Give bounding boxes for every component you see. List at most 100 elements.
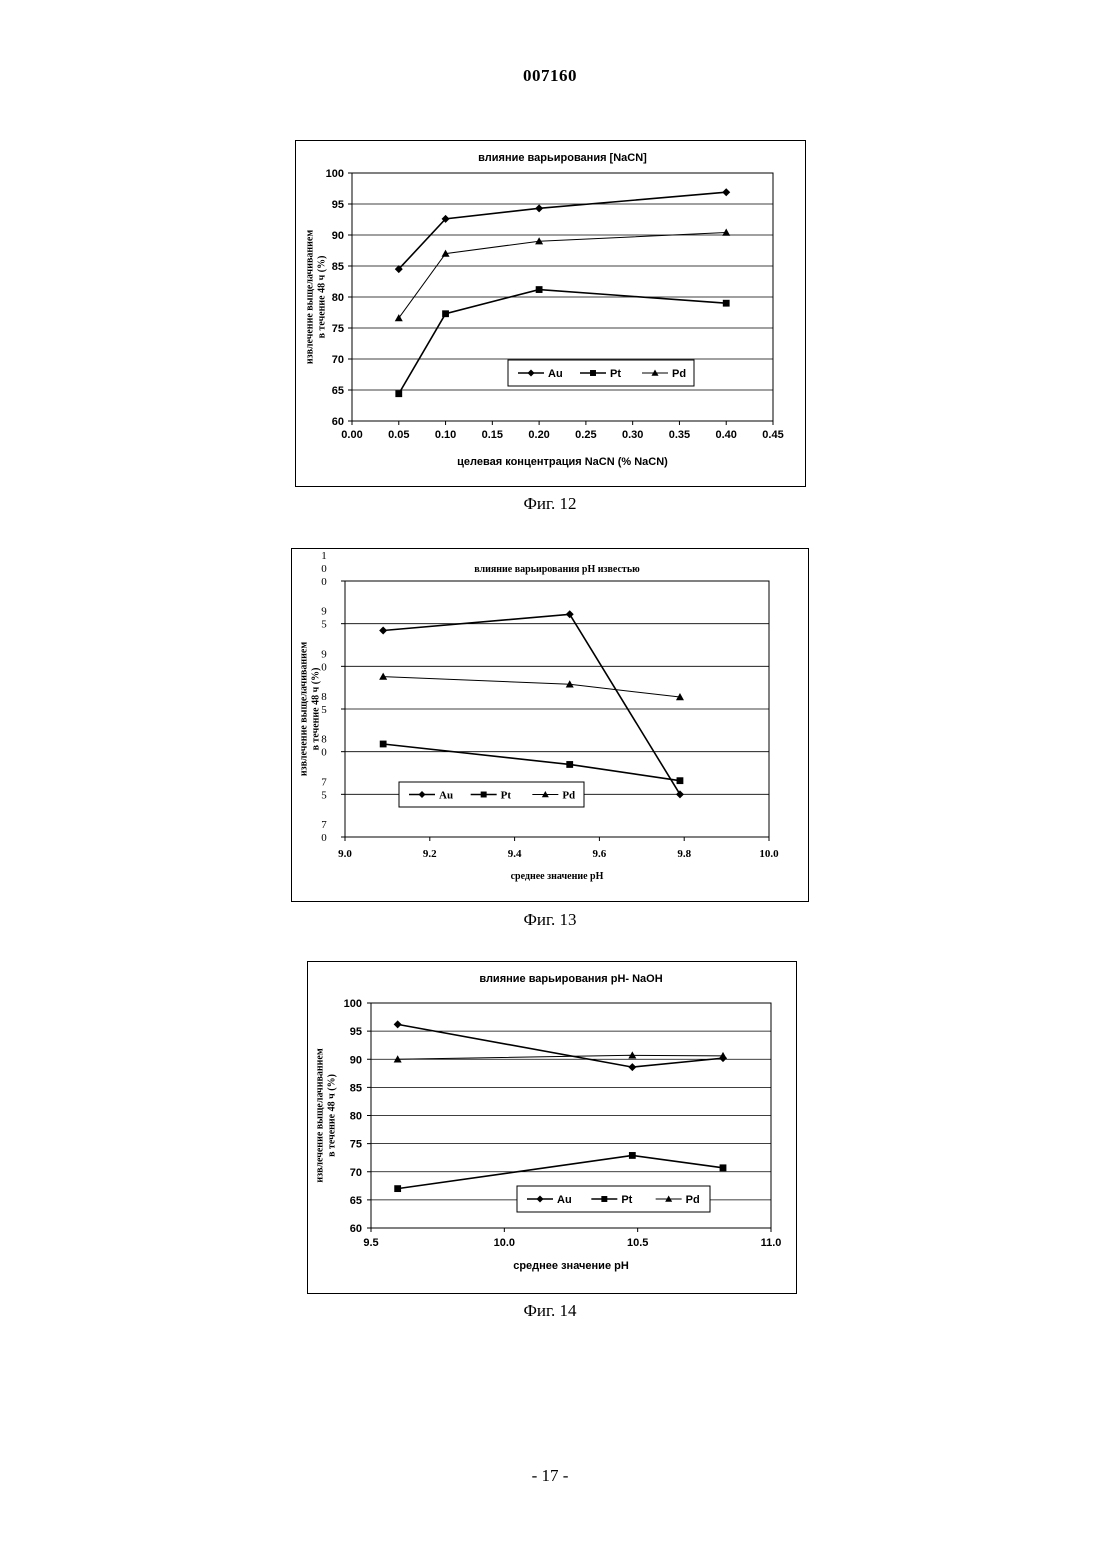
x-tick-label: 0.00	[341, 429, 362, 441]
data-point-pt	[394, 1185, 401, 1192]
y-tick-label: 65	[350, 1195, 362, 1207]
x-tick-label: 10.0	[759, 848, 779, 860]
legend-marker	[481, 792, 487, 798]
chart-title: влияние варьирования рН- NaOH	[479, 973, 662, 985]
x-tick-label: 9.4	[508, 848, 522, 860]
y-tick-label-part: 0	[321, 661, 327, 673]
data-point-au	[676, 790, 684, 798]
legend: AuPtPd	[399, 782, 584, 807]
chart-fig-12: влияние варьирования [NaCN]6065707580859…	[296, 141, 805, 486]
figure-caption-12: Фиг. 12	[0, 494, 1100, 514]
y-axis-label: в течение 48 ч (%)	[316, 256, 327, 339]
legend-label: Pt	[610, 368, 621, 380]
x-axis-label: целевая концентрация NaCN (% NaCN)	[457, 456, 668, 468]
x-tick-label: 0.10	[435, 429, 456, 441]
y-tick-label: 75	[350, 1139, 362, 1151]
x-tick-label: 9.0	[338, 848, 352, 860]
series-au	[394, 1020, 727, 1071]
chart-title: влияние варьирования [NaCN]	[478, 152, 647, 164]
data-point-pt	[723, 300, 730, 307]
y-tick-label: 95	[321, 606, 327, 631]
figure-caption-14: Фиг. 14	[0, 1301, 1100, 1321]
page-header: 007160	[0, 66, 1100, 86]
y-tick-label: 65	[332, 385, 344, 397]
data-point-pt	[536, 286, 543, 293]
x-tick-label: 9.2	[423, 848, 437, 860]
x-tick-label: 9.8	[677, 848, 691, 860]
y-tick-label: 90	[321, 648, 327, 673]
legend-label: Au	[439, 790, 453, 802]
legend-label: Pd	[562, 790, 575, 802]
y-tick-label-part: 5	[321, 619, 327, 631]
legend-label: Pd	[672, 368, 686, 380]
chart-frame-fig-13: влияние варьирования рН известью70758085…	[291, 548, 809, 902]
data-point-au	[379, 626, 387, 634]
legend-label: Pd	[686, 1194, 700, 1206]
series-pt	[380, 741, 684, 784]
data-point-pt	[395, 390, 402, 397]
series-au	[395, 188, 730, 273]
chart-fig-14: влияние варьирования рН- NaOH60657075808…	[308, 962, 796, 1293]
data-point-au	[566, 610, 574, 618]
y-tick-label: 70	[332, 354, 344, 366]
x-tick-label: 9.5	[363, 1237, 378, 1249]
y-tick-label: 85	[350, 1082, 362, 1094]
legend: AuPtPd	[508, 360, 694, 386]
y-tick-label: 80	[350, 1111, 362, 1123]
y-axis-label: извлечение выщелачиванием	[298, 642, 309, 776]
legend: AuPtPd	[517, 1186, 710, 1212]
legend-marker	[601, 1196, 607, 1202]
page-number: - 17 -	[0, 1466, 1100, 1486]
y-tick-label-part: 0	[321, 832, 327, 844]
y-tick-label: 70	[321, 819, 327, 844]
data-point-pt	[442, 310, 449, 317]
y-tick-label-part: 0	[321, 747, 327, 759]
chart-fig-13: влияние варьирования рН известью70758085…	[292, 549, 808, 901]
data-point-pt	[380, 741, 387, 748]
series-line-pd	[399, 233, 726, 319]
data-point-pt	[677, 777, 684, 784]
y-tick-label: 90	[350, 1054, 362, 1066]
series-pd	[394, 1051, 727, 1062]
x-axis-label: среднее значение рН	[513, 1260, 629, 1272]
series-line-pt	[383, 744, 680, 781]
series-pd	[395, 229, 730, 322]
data-point-pt	[629, 1152, 636, 1159]
data-point-au	[535, 204, 543, 212]
chart-frame-fig-14: влияние варьирования рН- NaOH60657075808…	[307, 961, 797, 1294]
y-tick-label-part: 5	[321, 704, 327, 716]
x-tick-label: 0.05	[388, 429, 409, 441]
data-point-au	[628, 1063, 636, 1071]
x-tick-label: 9.6	[593, 848, 607, 860]
y-tick-label: 95	[350, 1026, 362, 1038]
figure-caption-13: Фиг. 13	[0, 910, 1100, 930]
y-tick-label-part: 9	[321, 648, 327, 660]
x-tick-label: 0.25	[575, 429, 596, 441]
y-tick-label-part: 8	[321, 691, 327, 703]
y-tick-label: 90	[332, 230, 344, 242]
data-point-pt	[720, 1164, 727, 1171]
y-axis-label: в течение 48 ч (%)	[310, 668, 321, 751]
series-au	[379, 610, 684, 798]
legend-label: Au	[557, 1194, 572, 1206]
y-axis-label: извлечение выщелачиванием	[304, 230, 315, 364]
data-point-pd	[395, 314, 403, 321]
x-tick-label: 0.20	[528, 429, 549, 441]
y-tick-label-part: 0	[321, 576, 327, 588]
x-tick-label: 10.5	[627, 1237, 648, 1249]
y-tick-label-part: 8	[321, 734, 327, 746]
data-point-pd	[722, 229, 730, 236]
y-tick-label-part: 0	[321, 563, 327, 575]
legend-marker	[590, 370, 596, 376]
y-tick-label-part: 7	[321, 776, 327, 788]
y-tick-label-part: 7	[321, 819, 327, 831]
series-line-au	[383, 614, 680, 794]
y-tick-label-part: 1	[321, 550, 327, 562]
x-tick-label: 0.40	[716, 429, 737, 441]
x-tick-label: 10.0	[494, 1237, 515, 1249]
data-point-pt	[566, 761, 573, 768]
y-tick-label: 95	[332, 199, 344, 211]
data-point-au	[722, 188, 730, 196]
x-axis-label: среднее значение рН	[511, 871, 604, 882]
y-tick-label: 75	[332, 323, 344, 335]
